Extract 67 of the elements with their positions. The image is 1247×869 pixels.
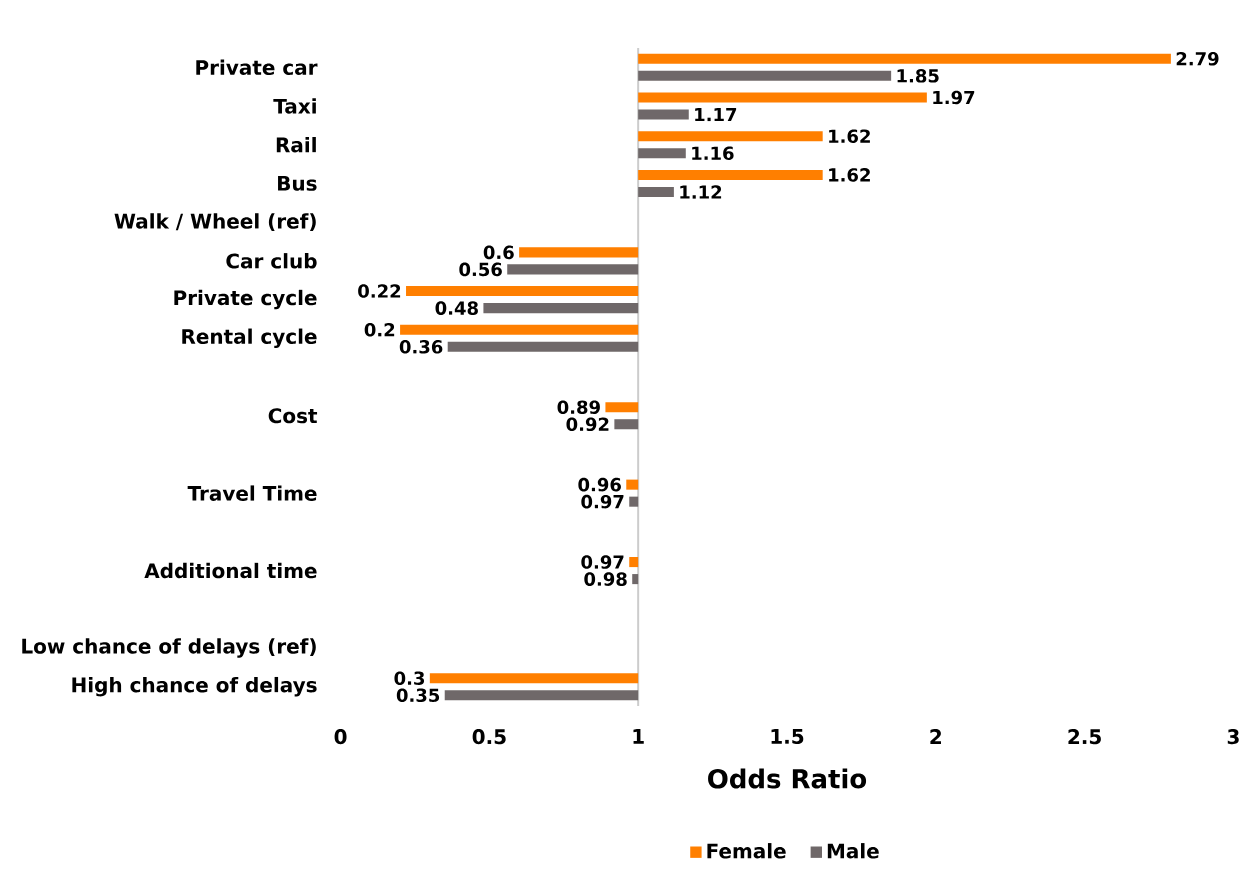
data-label: 0.3: [394, 671, 425, 685]
bar: [638, 131, 823, 142]
bar: [638, 109, 689, 120]
y-tick-label: High chance of delays: [72, 676, 317, 697]
data-label: 1.62: [829, 167, 870, 182]
bar: [444, 690, 639, 701]
bar: [519, 247, 639, 258]
bar: [638, 92, 927, 103]
legend-label: Female: [707, 842, 786, 859]
data-label: 0.35: [396, 688, 440, 702]
bar: [638, 186, 674, 197]
bar: [638, 70, 892, 81]
y-tick-label: Bus: [278, 175, 317, 191]
bar: [605, 402, 639, 413]
y-tick-label: Taxi: [273, 98, 316, 114]
data-label: 0.56: [459, 262, 502, 277]
bar: [629, 496, 639, 507]
x-tick-label: 1.5: [771, 728, 804, 744]
bar: [429, 673, 639, 684]
data-label: 1.62: [829, 129, 870, 143]
bar: [614, 419, 639, 430]
bar: [447, 341, 639, 352]
x-tick-label: 0.5: [472, 728, 506, 745]
data-label: 0.48: [435, 301, 478, 315]
bar: [632, 573, 639, 584]
x-tick-label: 1: [633, 728, 644, 744]
y-tick-label: Private car: [196, 59, 318, 75]
y-tick-label: Walk / Wheel (ref): [114, 213, 316, 231]
y-tick-label: Cost: [268, 408, 318, 424]
bar: [507, 264, 639, 275]
data-label: 0.89: [557, 400, 600, 414]
y-tick-label: Low chance of delays (ref): [22, 638, 316, 658]
data-label: 2.79: [1176, 51, 1219, 66]
data-label: 0.6: [483, 245, 514, 260]
data-label: 0.96: [578, 477, 621, 492]
data-label: 0.97: [581, 494, 624, 509]
data-label: 1.16: [692, 146, 734, 160]
x-axis-title: Odds Ratio: [708, 768, 867, 789]
data-label: 1.17: [695, 107, 737, 121]
data-label: 0.2: [364, 322, 395, 337]
x-tick-label: 0: [334, 728, 347, 745]
bar: [629, 556, 639, 567]
x-tick-label: 2.5: [1068, 728, 1101, 745]
bar: [483, 302, 639, 313]
legend-label: Male: [827, 842, 879, 859]
y-tick-label: Car club: [226, 252, 317, 269]
data-label: 1.85: [897, 68, 939, 83]
bar: [406, 285, 639, 296]
bar: [626, 479, 639, 490]
data-label: 0.92: [566, 417, 609, 431]
bar: [638, 53, 1171, 64]
data-label: 1.12: [680, 185, 722, 199]
data-label: 0.22: [358, 284, 401, 298]
data-label: 0.97: [581, 555, 624, 569]
bar: [638, 169, 823, 180]
y-tick-label: Rental cycle: [182, 328, 317, 348]
y-tick-label: Travel Time: [187, 485, 317, 501]
bar: [638, 148, 686, 159]
data-label: 0.36: [399, 339, 443, 354]
bar: [400, 324, 639, 335]
y-tick-label: Rail: [276, 136, 316, 153]
y-tick-label: Private cycle: [174, 289, 317, 310]
x-tick-label: 3: [1227, 728, 1239, 745]
data-label: 1.97: [933, 90, 975, 105]
data-label: 0.98: [584, 572, 627, 586]
x-tick-label: 2: [930, 728, 941, 744]
y-tick-label: Additional time: [144, 562, 317, 579]
